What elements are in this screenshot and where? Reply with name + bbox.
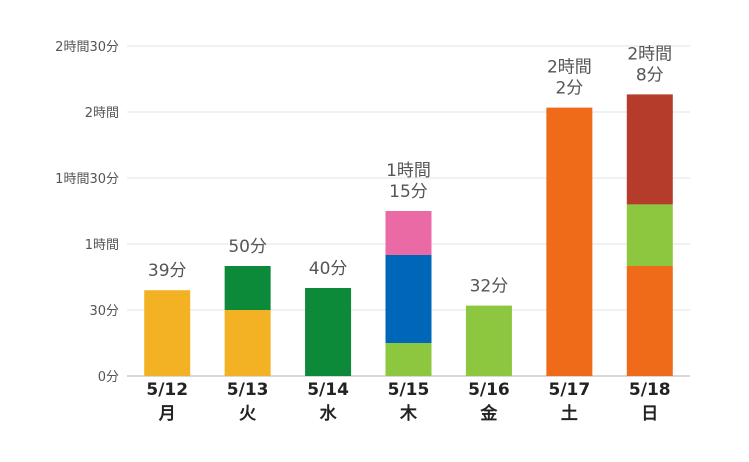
bar-total-label: 2時間 xyxy=(547,58,592,78)
bar-segment xyxy=(224,266,271,310)
bar-segment xyxy=(144,290,191,376)
bar-segment xyxy=(626,94,673,205)
x-tick-weekday: 火 xyxy=(239,404,257,424)
bar-total-label: 39分 xyxy=(148,261,187,281)
x-tick-weekday: 日 xyxy=(641,404,658,424)
x-tick-weekday: 木 xyxy=(399,403,418,424)
x-tick-date: 5/14 xyxy=(307,380,349,400)
x-tick-date: 5/12 xyxy=(146,380,188,400)
x-tick-weekday: 月 xyxy=(158,404,176,424)
bar-total-label: 2時間 xyxy=(627,44,672,64)
x-tick-date: 5/13 xyxy=(227,380,269,400)
bar-segment xyxy=(626,204,673,266)
label-layer: 0分 30分 1時間 1時間30分 2時間 2時間30分 39分 5/12 月 50分 5/13 火 4… xyxy=(55,40,672,424)
bar-total-label: 40分 xyxy=(309,259,348,279)
bar-total-label: 32分 xyxy=(470,277,509,297)
bar-segment xyxy=(224,310,271,376)
x-tick-date: 5/15 xyxy=(388,380,430,400)
bar-segment xyxy=(385,255,432,343)
bar-total-label: 8分 xyxy=(636,65,664,85)
x-tick-date: 5/17 xyxy=(549,380,591,400)
bar-total-label: 50分 xyxy=(228,237,267,257)
bar-segment xyxy=(626,266,673,376)
x-tick-weekday: 水 xyxy=(320,403,338,424)
x-tick-date: 5/16 xyxy=(468,380,510,400)
y-tick-label: 1時間 xyxy=(85,238,119,253)
bar-segment xyxy=(546,107,593,376)
bar-segment xyxy=(385,211,432,255)
y-tick-label: 2時間30分 xyxy=(55,40,119,55)
y-tick-label: 0分 xyxy=(98,370,119,385)
bar-segment xyxy=(385,343,432,376)
y-tick-label: 30分 xyxy=(89,304,119,319)
x-tick-weekday: 金 xyxy=(479,403,498,424)
y-tick-label: 1時間30分 xyxy=(55,172,119,187)
bar-segment xyxy=(465,305,512,376)
bar-total-label: 1時間 xyxy=(386,161,431,181)
x-tick-date: 5/18 xyxy=(629,380,671,400)
bar-total-label: 2分 xyxy=(555,79,583,99)
bar-layer xyxy=(144,94,673,376)
y-tick-label: 2時間 xyxy=(85,106,119,121)
bar-segment xyxy=(305,288,352,376)
bar-total-label: 15分 xyxy=(389,182,428,202)
x-tick-weekday: 土 xyxy=(561,403,578,424)
